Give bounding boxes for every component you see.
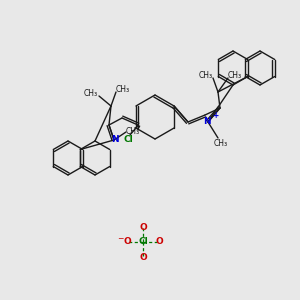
Text: CH₃: CH₃ [116,85,130,94]
Text: O: O [139,223,147,232]
Text: CH₃: CH₃ [199,70,213,80]
Text: N: N [111,136,119,145]
Text: O: O [155,238,163,247]
Text: CH₃: CH₃ [126,128,140,136]
Text: N: N [203,118,211,127]
Text: O: O [123,238,131,247]
Text: O: O [139,253,147,262]
Text: −: − [117,235,123,244]
Text: CH₃: CH₃ [84,89,98,98]
Text: +: + [212,112,218,121]
Text: Cl: Cl [123,136,133,145]
Text: CH₃: CH₃ [214,139,228,148]
Text: CH₃: CH₃ [228,70,242,80]
Text: Cl: Cl [138,238,148,247]
